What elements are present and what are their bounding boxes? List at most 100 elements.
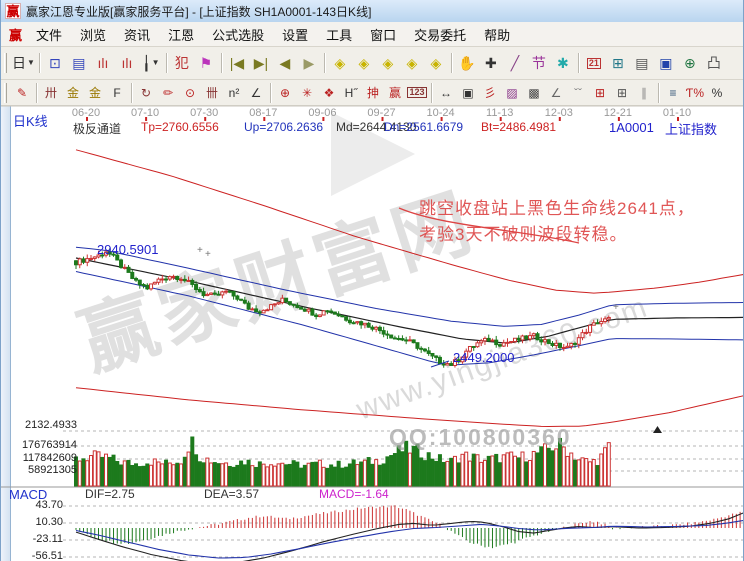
- candlesticks: [74, 248, 611, 368]
- macd-scale-label: 43.70: [35, 499, 63, 511]
- box-anchor-icon[interactable]: ▣: [457, 82, 479, 103]
- toolbar-separator: [323, 53, 325, 73]
- circle-cross-icon[interactable]: ⊕: [274, 82, 296, 103]
- color-flag-icon[interactable]: ⚑: [193, 51, 218, 75]
- export-tool-icon[interactable]: ⊕: [677, 51, 702, 75]
- gann-box-icon[interactable]: 犯: [169, 51, 194, 75]
- crosshair-tool-icon[interactable]: ✚: [478, 51, 503, 75]
- t-percent-icon[interactable]: Ƭ%: [684, 82, 706, 103]
- target-grid-icon[interactable]: ❖: [318, 82, 340, 103]
- save-tool-icon[interactable]: ▣: [653, 51, 678, 75]
- time-circle-icon[interactable]: ⊙: [179, 82, 201, 103]
- neural-tool-icon[interactable]: ✱: [550, 51, 575, 75]
- menu-item-5[interactable]: 公式选股: [212, 27, 265, 43]
- grid-dark-icon[interactable]: ⊞: [611, 82, 633, 103]
- menu-item-4[interactable]: 江恩: [168, 27, 195, 43]
- memo-tool-icon[interactable]: ▤: [629, 51, 654, 75]
- mini-chart-3-icon[interactable]: ılı: [90, 51, 115, 75]
- percent-tool-icon[interactable]: %: [706, 82, 728, 103]
- price-label-low: 2449.2000: [453, 350, 515, 365]
- toolbar-main: 日 ▼ ⊡ ▤ ılı ılı ╽ ▼ 犯 ⚑ |◀ ▶| ◀ ▶ ◈ ◈ ◈ ◈ ◈ ✋ ✚ ╱ 节 ✱ 21 ⊞ ▤ ▣ ⊕ 凸: [1, 47, 743, 80]
- macd-dea-line: [75, 519, 743, 559]
- menu-item-1[interactable]: 文件: [36, 27, 63, 43]
- scroll-h-diamond-icon[interactable]: ◈: [375, 51, 400, 75]
- price-label-high: 2940.5901: [97, 242, 159, 257]
- f-ruler-icon[interactable]: F: [106, 82, 128, 103]
- h-marks-icon[interactable]: H˝: [340, 82, 362, 103]
- menu-item-8[interactable]: 窗口: [370, 27, 397, 43]
- tab-macd-pane[interactable]: MACD: [9, 487, 48, 502]
- shaded-box-2-icon[interactable]: ▩: [523, 82, 545, 103]
- fan-rays-icon[interactable]: 彡: [479, 82, 501, 103]
- parallel-lines-icon[interactable]: ∥: [633, 82, 655, 103]
- gann-gold-2-icon[interactable]: 金: [84, 82, 106, 103]
- n-square-icon[interactable]: n²: [223, 82, 245, 103]
- gann-gold-1-icon[interactable]: 金: [62, 82, 84, 103]
- indicator-name: 极反通道: [73, 122, 122, 136]
- shaded-box-1-icon[interactable]: ▨: [501, 82, 523, 103]
- menu-item-6[interactable]: 设置: [282, 27, 309, 43]
- grid-red-icon[interactable]: ⊞: [589, 82, 611, 103]
- scroll-v-diamond-icon[interactable]: ◈: [399, 51, 424, 75]
- window-overlay-icon[interactable]: ⊡: [42, 51, 67, 75]
- up-value: Up=2706.2636: [244, 120, 324, 134]
- dn-value: Dn=2561.6679: [384, 120, 464, 134]
- calendar-tool-icon[interactable]: 21: [581, 51, 606, 75]
- jump-last-icon[interactable]: ▶|: [248, 51, 273, 75]
- bt-value: Bt=2486.4981: [481, 120, 557, 134]
- tab-kline-pane[interactable]: 日K线: [13, 114, 48, 129]
- stretch-tool-icon[interactable]: 抻: [362, 82, 384, 103]
- candle-style-icon[interactable]: ╽ ▼: [138, 51, 163, 75]
- scroll-right-diamond-icon[interactable]: ◈: [351, 51, 376, 75]
- trendline-tool-icon[interactable]: ╱: [502, 51, 527, 75]
- toolbar-separator: [658, 82, 659, 103]
- scroll-all-diamond-icon[interactable]: ◈: [423, 51, 448, 75]
- calculator-tool-icon[interactable]: ⊞: [605, 51, 630, 75]
- svg-text:+: +: [205, 249, 211, 260]
- comb-ruler-2-icon[interactable]: 卌: [201, 82, 223, 103]
- toolbar-grip[interactable]: [4, 82, 7, 103]
- step-back-icon[interactable]: ◀: [272, 51, 297, 75]
- volume-scale-label: 117842609: [22, 452, 77, 464]
- period-kline-icon[interactable]: 日 ▼: [11, 51, 36, 75]
- count-lines-icon[interactable]: ≡: [662, 82, 684, 103]
- info-board-icon[interactable]: ▤: [66, 51, 91, 75]
- starburst-icon[interactable]: ✳: [296, 82, 318, 103]
- menu-item-10[interactable]: 帮助: [484, 27, 511, 43]
- svg-text:+: +: [197, 245, 203, 256]
- menu-item-9[interactable]: 交易委托: [414, 27, 467, 43]
- toolbar-grip[interactable]: [4, 53, 7, 73]
- width-arrows-icon[interactable]: ↔: [435, 82, 457, 103]
- macd-scale-label: 10.30: [35, 516, 63, 528]
- left-panel-strip[interactable]: [1, 106, 11, 561]
- menu-item-2[interactable]: 浏览: [80, 27, 107, 43]
- jump-first-icon[interactable]: |◀: [224, 51, 249, 75]
- menu-item-3[interactable]: 资讯: [124, 27, 151, 43]
- channel-line-tp: [75, 149, 743, 294]
- angle-tool-icon[interactable]: ∠: [245, 82, 267, 103]
- comb-ruler-icon[interactable]: 卅: [40, 82, 62, 103]
- ray-angle-icon[interactable]: ∠: [545, 82, 567, 103]
- mini-chart-9-icon[interactable]: ılı: [114, 51, 139, 75]
- watermark-qq: QQ:100800360: [389, 424, 572, 450]
- macd-dea-value: DEA=3.57: [204, 487, 260, 501]
- yingjia-tool-icon[interactable]: 赢: [384, 82, 406, 103]
- ruler-123-icon[interactable]: 123: [406, 82, 428, 103]
- pen-tool-icon[interactable]: ✎: [11, 82, 33, 103]
- pencil-tool-icon[interactable]: ✏: [157, 82, 179, 103]
- v-checks-icon[interactable]: ˇˇ: [567, 82, 589, 103]
- hand-tool-icon[interactable]: ✋: [454, 51, 479, 75]
- print-tool-icon[interactable]: 凸: [701, 51, 726, 75]
- triangle-marker: [653, 426, 662, 433]
- spiral-tool-icon[interactable]: ↻: [135, 82, 157, 103]
- menu-item-7[interactable]: 工具: [326, 27, 353, 43]
- channel-line-bt: [75, 387, 743, 428]
- date-tick-label: 07-30: [190, 107, 219, 119]
- step-forward-icon[interactable]: ▶: [296, 51, 321, 75]
- scroll-left-diamond-icon[interactable]: ◈: [327, 51, 352, 75]
- plus-markers: + ++: [197, 245, 619, 313]
- gann-fan-tool-icon[interactable]: 节: [526, 51, 551, 75]
- date-tick-label: 07-10: [131, 107, 160, 119]
